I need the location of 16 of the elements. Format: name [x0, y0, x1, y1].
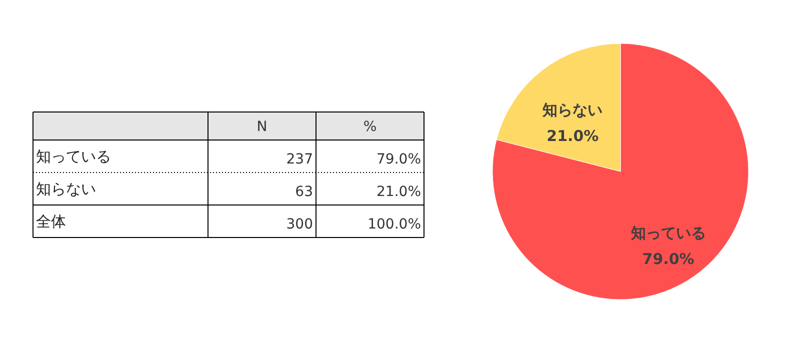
data-label: 300	[286, 216, 313, 232]
data-label: 79.0%	[376, 151, 421, 168]
data-label: 79.0%	[642, 250, 694, 268]
data-label: 21.0%	[376, 184, 421, 200]
category-label: 知っている	[36, 147, 111, 166]
pie-slice	[492, 43, 749, 300]
category-label: 全体	[36, 212, 66, 230]
data-label: 100.0%	[368, 216, 421, 232]
slice-label: 知っている	[630, 224, 706, 242]
text: N	[256, 119, 268, 135]
category-label: 知らない	[36, 180, 96, 198]
data-label: 63	[295, 184, 313, 200]
slice-label: 知らない	[542, 100, 603, 119]
data-label: 237	[286, 151, 313, 168]
text: %	[363, 119, 377, 135]
data-label: 21.0%	[546, 126, 599, 145]
